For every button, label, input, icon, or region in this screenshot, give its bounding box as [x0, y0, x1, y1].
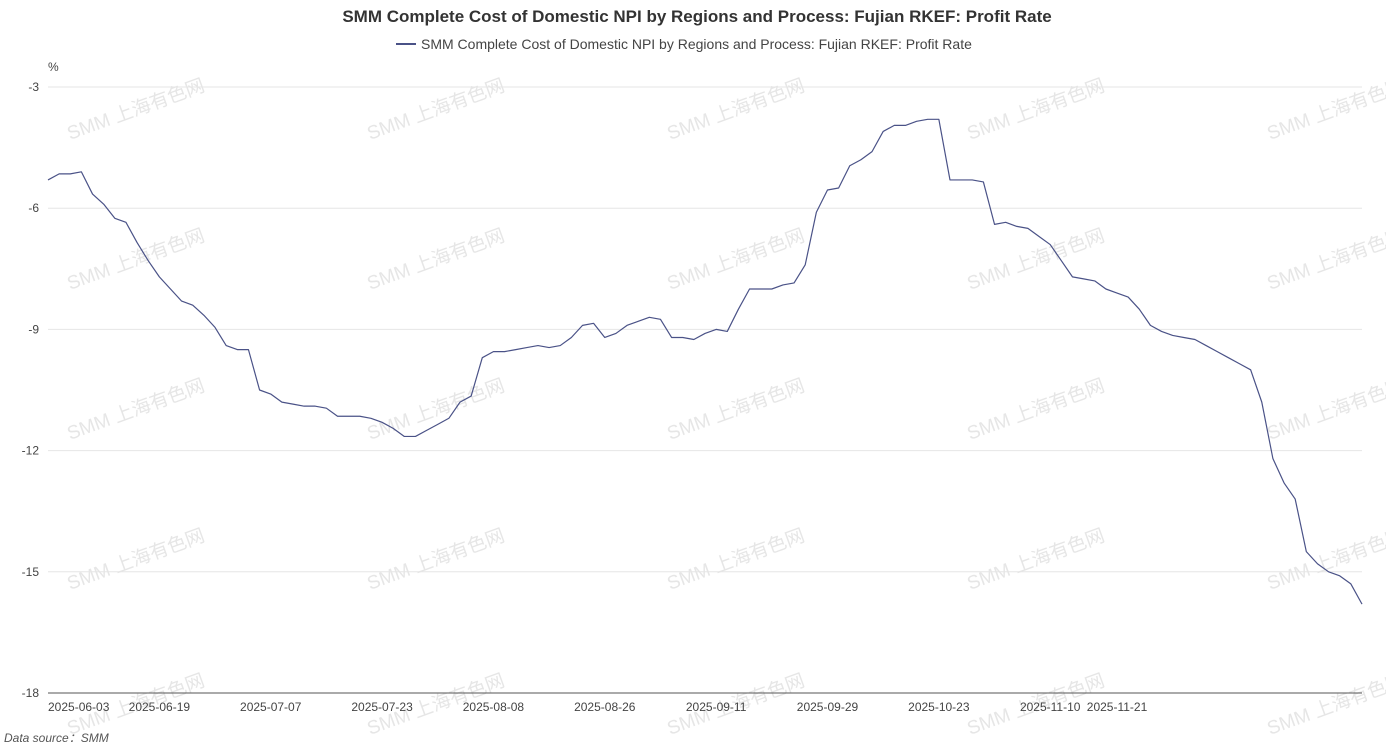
- watermark-text: SMM 上海有色网: [664, 375, 807, 445]
- watermark-text: SMM 上海有色网: [964, 375, 1107, 445]
- y-axis-ticks: -3 -6 -9 -12 -15 -18: [22, 80, 40, 700]
- watermark-text: SMM 上海有色网: [364, 75, 507, 145]
- watermark-text: SMM 上海有色网: [364, 225, 507, 295]
- x-axis-ticks: 2025-06-03 2025-06-19 2025-07-07 2025-07-23…: [48, 700, 1148, 714]
- x-tick-label: 2025-11-10: [1020, 700, 1081, 714]
- watermark-text: SMM 上海有色网: [64, 525, 207, 595]
- watermark-text: SMM 上海有色网: [64, 225, 207, 295]
- y-gridlines: [48, 86, 1362, 573]
- y-tick-label: -12: [22, 444, 40, 458]
- x-tick-label: 2025-06-19: [129, 700, 191, 714]
- chart-title: SMM Complete Cost of Domestic NPI by Reg…: [342, 7, 1051, 26]
- legend[interactable]: SMM Complete Cost of Domestic NPI by Reg…: [396, 36, 972, 52]
- x-tick-label: 2025-10-23: [908, 700, 970, 714]
- data-source-label: Data source：: [4, 731, 81, 745]
- x-tick-label: 2025-07-23: [351, 700, 413, 714]
- watermark-text: SMM 上海有色网: [64, 75, 207, 145]
- watermark-text: SMM 上海有色网: [1264, 75, 1386, 145]
- watermark-text: SMM 上海有色网: [1264, 375, 1386, 445]
- watermark-layer: SMM 上海有色网 SMM 上海有色网 SMM 上海有色网 SMM 上海有色网 SMM …: [64, 75, 1386, 740]
- watermark-text: SMM 上海有色网: [1264, 670, 1386, 740]
- watermark-text: SMM 上海有色网: [64, 375, 207, 445]
- watermark-text: SMM 上海有色网: [364, 525, 507, 595]
- y-tick-label: -15: [22, 565, 40, 579]
- series-line: [47, 118, 1363, 605]
- x-tick-label: 2025-06-03: [48, 700, 110, 714]
- x-tick-label: 2025-09-29: [797, 700, 859, 714]
- watermark-text: SMM 上海有色网: [664, 525, 807, 595]
- watermark-text: SMM 上海有色网: [964, 525, 1107, 595]
- watermark-text: SMM 上海有色网: [664, 75, 807, 145]
- watermark-text: SMM 上海有色网: [1264, 525, 1386, 595]
- y-tick-label: -3: [28, 80, 39, 94]
- y-axis-unit: %: [48, 60, 59, 74]
- data-source-note: Data source：SMM: [4, 731, 109, 745]
- y-tick-label: -18: [22, 686, 40, 700]
- y-tick-label: -9: [28, 322, 39, 336]
- watermark-text: SMM 上海有色网: [964, 75, 1107, 145]
- y-tick-label: -6: [28, 201, 39, 215]
- x-tick-label: 2025-08-08: [463, 700, 525, 714]
- watermark-text: SMM 上海有色网: [364, 375, 507, 445]
- x-tick-label: 2025-08-26: [574, 700, 636, 714]
- data-source-value: SMM: [81, 731, 109, 745]
- watermark-text: SMM 上海有色网: [1264, 225, 1386, 295]
- x-tick-label: 2025-09-11: [686, 700, 747, 714]
- legend-label: SMM Complete Cost of Domestic NPI by Reg…: [421, 36, 972, 52]
- x-tick-label: 2025-07-07: [240, 700, 302, 714]
- watermark-text: SMM 上海有色网: [964, 225, 1107, 295]
- x-tick-label: 2025-11-21: [1087, 700, 1148, 714]
